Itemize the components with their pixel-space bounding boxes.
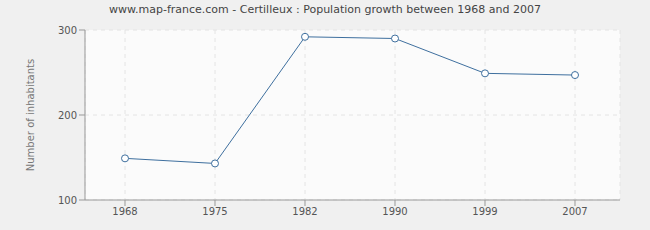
html-text:www.map-france.com - Certilleu: www.map-france.com - Certilleux : Popula… <box>109 3 541 16</box>
svg-text:1975: 1975 <box>202 206 227 217</box>
svg-text:1982: 1982 <box>292 206 317 217</box>
svg-text:2007: 2007 <box>562 206 587 217</box>
svg-text:1968: 1968 <box>112 206 137 217</box>
svg-text:1990: 1990 <box>382 206 407 217</box>
svg-text:1999: 1999 <box>472 206 497 217</box>
svg-text:200: 200 <box>58 110 77 121</box>
svg-text:300: 300 <box>58 25 77 36</box>
svg-text:Number of inhabitants: Number of inhabitants <box>25 59 36 171</box>
svg-text:100: 100 <box>58 195 77 206</box>
